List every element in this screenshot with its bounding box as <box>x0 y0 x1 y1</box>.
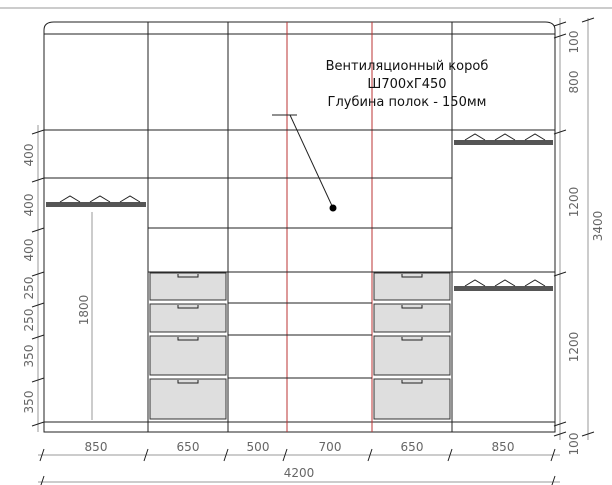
width-label: 850 <box>492 440 515 454</box>
note-line: Вентиляционный короб <box>326 59 489 74</box>
total-height-label: 3400 <box>591 211 605 242</box>
width-label: 700 <box>319 440 342 454</box>
drawer <box>373 335 451 376</box>
width-label: 650 <box>177 440 200 454</box>
leader <box>272 114 334 209</box>
shelves <box>44 129 555 379</box>
left-height-label: 400 <box>22 144 36 167</box>
right-height-label: 100 <box>567 433 581 456</box>
total-width-label: 4200 <box>284 466 315 480</box>
width-label: 650 <box>401 440 424 454</box>
left-height-label: 400 <box>22 194 36 217</box>
rod <box>46 202 146 207</box>
note-line: Глубина полок - 150мм <box>328 95 487 110</box>
width-label: 500 <box>247 440 270 454</box>
drawer <box>373 272 451 301</box>
right-height-label: 100 <box>567 31 581 54</box>
left-height-label: 250 <box>22 277 36 300</box>
leader-dot <box>329 204 337 212</box>
drawer <box>373 378 451 420</box>
note-line: Ш700хГ450 <box>367 77 446 92</box>
drawer <box>149 378 227 420</box>
drawer <box>149 303 227 333</box>
cabinet: 1800 <box>43 21 556 433</box>
width-label: 850 <box>85 440 108 454</box>
left-height-label: 400 <box>22 239 36 262</box>
ticks <box>31 17 595 485</box>
left-height-label: 350 <box>22 391 36 414</box>
outline <box>43 21 556 433</box>
dimension-lines <box>31 17 595 485</box>
right-height-label: 1200 <box>567 332 581 363</box>
inner-height: 1800 <box>77 295 91 326</box>
right-height-label: 1200 <box>567 187 581 218</box>
rod <box>454 140 553 145</box>
drawers <box>149 272 451 420</box>
note: Вентиляционный короб Ш700хГ450 Глубина п… <box>272 59 488 212</box>
dimension-labels: 850 650 500 700 650 850 4200 400 400 400 250 250 350… <box>22 31 605 480</box>
hangers <box>59 133 546 287</box>
rods <box>46 133 553 291</box>
right-height-label: 800 <box>567 71 581 94</box>
drawer <box>373 303 451 333</box>
left-height-label: 250 <box>22 309 36 332</box>
drawer <box>149 335 227 376</box>
rod <box>454 286 553 291</box>
handles <box>177 274 423 384</box>
left-height-label: 350 <box>22 345 36 368</box>
